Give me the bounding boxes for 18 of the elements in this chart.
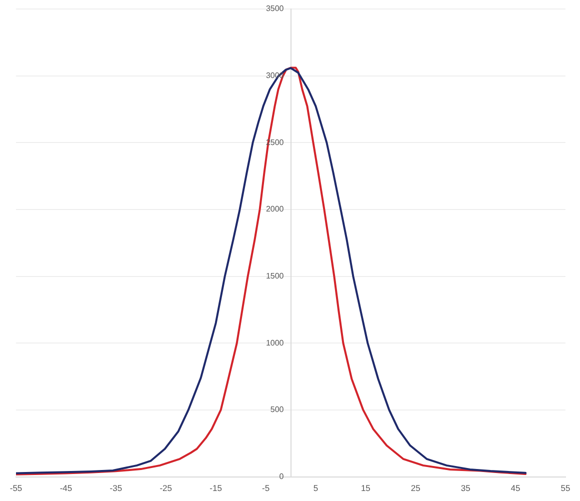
x-tick-label: 45 <box>510 483 521 494</box>
x-tick-label: -25 <box>160 483 172 494</box>
x-tick-label: -15 <box>210 483 222 494</box>
x-tick-label: -5 <box>262 483 270 494</box>
x-tick-label: -45 <box>60 483 72 494</box>
y-tick-label: 0 <box>279 472 284 482</box>
x-tick-label: -35 <box>110 483 122 494</box>
y-tick-label: 500 <box>270 405 284 414</box>
y-tick-label: 2000 <box>266 204 284 214</box>
y-tick-label: 1000 <box>266 338 284 348</box>
x-tick-label: 35 <box>460 483 471 494</box>
x-tick-label: 25 <box>410 483 421 494</box>
x-tick-label: -55 <box>10 483 22 494</box>
x-tick-label: 55 <box>560 483 570 494</box>
x-tick-label: 5 <box>313 483 318 494</box>
y-tick-label: 1500 <box>266 272 284 281</box>
y-tick-label: 3500 <box>266 4 284 14</box>
x-tick-label: 15 <box>360 483 371 494</box>
